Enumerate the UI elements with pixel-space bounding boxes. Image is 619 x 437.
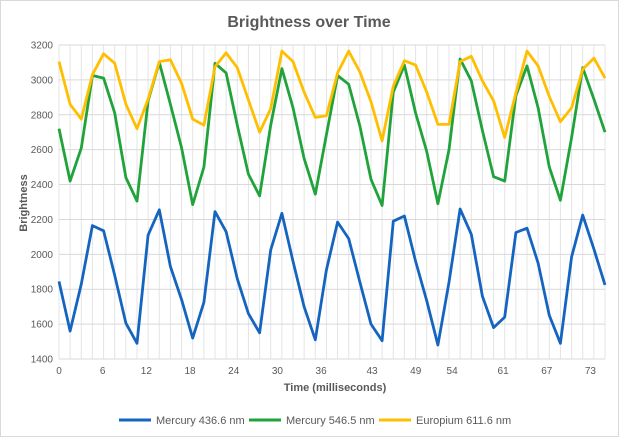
y-tick-label: 1600 (31, 320, 54, 331)
x-tick-label: 24 (228, 366, 240, 377)
series-lines (57, 49, 607, 347)
x-tick-label: 30 (272, 366, 284, 377)
series-line-2 (57, 57, 607, 207)
y-axis-ticks: 1400 1600 1800 2000 2200 2400 2600 2800 3000 3200 (31, 41, 54, 366)
x-tick-label: 36 (316, 366, 328, 377)
y-tick-label: 1400 (31, 355, 54, 366)
legend: Mercury 436.6 nm Mercury 546.5 nm Europium… (119, 415, 511, 427)
x-tick-label: 18 (184, 366, 196, 377)
legend-label: Mercury 436.6 nm (156, 415, 245, 427)
x-tick-label: 6 (100, 366, 106, 377)
x-tick-label: 12 (141, 366, 153, 377)
series-line-1 (57, 207, 607, 347)
y-tick-label: 2200 (31, 215, 54, 226)
y-tick-label: 3000 (31, 75, 54, 86)
x-tick-label: 67 (541, 366, 553, 377)
legend-label: Europium 611.6 nm (416, 415, 511, 427)
x-tick-label: 54 (447, 366, 459, 377)
x-tick-label: 61 (498, 366, 510, 377)
y-tick-label: 3200 (31, 41, 54, 52)
x-tick-label: 43 (366, 366, 378, 377)
y-tick-label: 2800 (31, 110, 54, 121)
legend-label: Mercury 546.5 nm (286, 415, 375, 427)
x-tick-label: 0 (56, 366, 62, 377)
x-axis-ticks: 0 6 12 18 24 30 36 43 49 54 61 67 73 (56, 366, 596, 377)
series-line-3 (57, 49, 607, 143)
y-axis-title: Brightness (18, 174, 30, 231)
x-axis-title: Time (milliseconds) (284, 382, 387, 394)
y-tick-label: 1800 (31, 285, 54, 296)
y-tick-label: 2000 (31, 250, 54, 261)
y-tick-label: 2600 (31, 145, 54, 156)
y-tick-label: 2400 (31, 180, 54, 191)
x-tick-label: 73 (585, 366, 597, 377)
x-tick-label: 49 (410, 366, 422, 377)
chart-title: Brightness over Time (227, 14, 390, 31)
